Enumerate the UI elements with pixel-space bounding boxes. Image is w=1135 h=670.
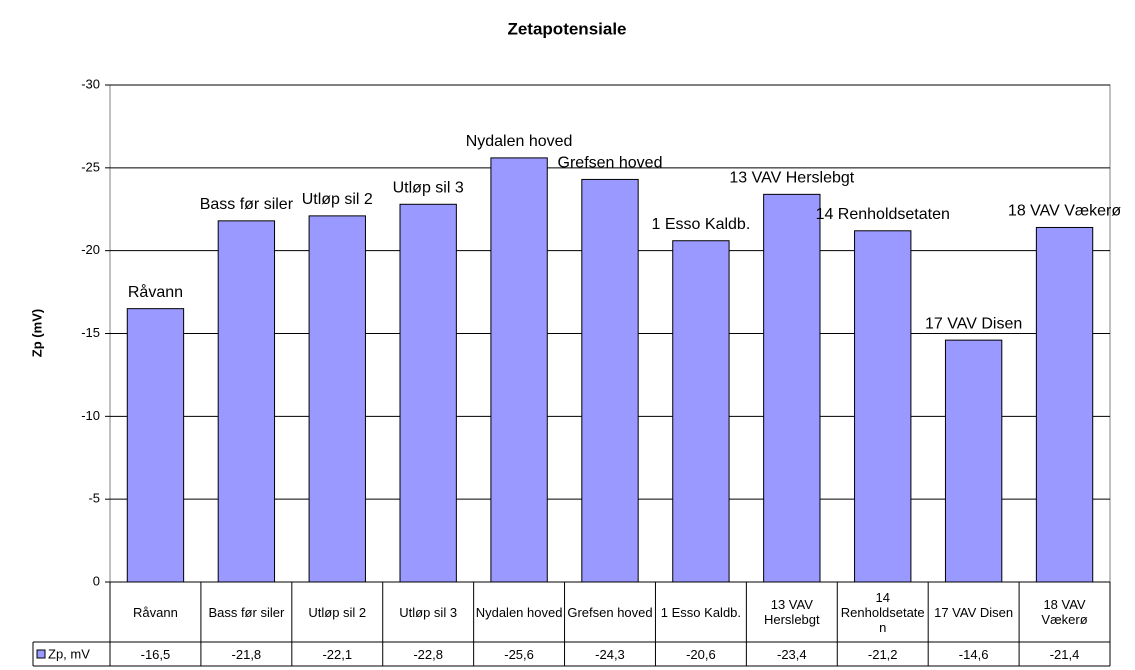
chart-title: Zetapotensiale: [507, 19, 626, 38]
bar-label: Utløp sil 3: [393, 179, 464, 196]
table-category: Nydalen hoved: [475, 604, 563, 620]
table-category: 1 Esso Kaldb.: [660, 604, 742, 620]
bar: [763, 193, 821, 583]
bar-label: Råvann: [128, 283, 183, 301]
bar: [854, 230, 912, 583]
table-value: -25,6: [504, 646, 534, 662]
table-value: -16,5: [140, 646, 171, 662]
bar: [944, 339, 1003, 583]
bar: [308, 215, 366, 583]
bar-label: Utløp sil 2: [302, 191, 373, 208]
bar: [581, 178, 639, 583]
y-tick-label: 0: [93, 573, 100, 588]
table-value: -21,4: [1049, 646, 1080, 662]
table-category: Utløp sil 2: [308, 604, 367, 620]
y-tick-label: -5: [88, 491, 100, 506]
bar-label: 13 VAV Herslebgt: [729, 170, 854, 187]
table-category: Grefsen hoved: [567, 604, 653, 620]
table-category: 13 VAV Herslebgt: [763, 597, 820, 627]
table-category: Bass før siler: [208, 604, 285, 620]
bar: [672, 240, 730, 583]
table-value: -21,8: [231, 646, 262, 662]
bar-label: 17 VAV Disen: [925, 315, 1022, 332]
bar: [126, 308, 185, 583]
bar: [1035, 226, 1094, 583]
bar: [490, 157, 548, 583]
table-category: Råvann: [133, 604, 178, 620]
y-axis-label: Zp (mV): [29, 309, 44, 357]
y-tick-label: -20: [81, 242, 100, 257]
table-value: -23,4: [776, 646, 807, 662]
y-tick-label: -30: [81, 76, 100, 91]
bar: [399, 203, 457, 583]
table-value: -24,3: [595, 646, 625, 662]
bar-label: Grefsen hoved: [558, 155, 663, 172]
bar-label: 18 VAV Vækerø: [1008, 203, 1121, 220]
bar-label: Bass før siler: [200, 196, 294, 213]
y-tick-label: -15: [81, 325, 100, 340]
bar-label: 1 Esso Kaldb.: [652, 216, 751, 233]
table-value: -14,6: [958, 646, 989, 662]
table-category: Utløp sil 3: [399, 604, 458, 620]
table-value: -21,2: [867, 646, 898, 662]
bar: [217, 220, 276, 583]
table-value: -22,8: [413, 646, 443, 662]
table-category: 14 Renholdsetaten: [840, 589, 925, 635]
table-category: 18 VAV Vækerø: [1041, 597, 1088, 627]
legend-swatch: [36, 649, 46, 659]
table-value: -20,6: [686, 646, 716, 662]
y-tick-label: -25: [81, 159, 100, 174]
legend-label: Zp, mV: [48, 646, 90, 661]
y-tick-label: -10: [81, 408, 100, 423]
table-category: 17 VAV Disen: [934, 604, 1014, 620]
bar-label: 14 Renholdsetaten: [816, 206, 950, 223]
bar-label: Nydalen hoved: [466, 133, 573, 150]
table-value: -22,1: [322, 646, 353, 662]
